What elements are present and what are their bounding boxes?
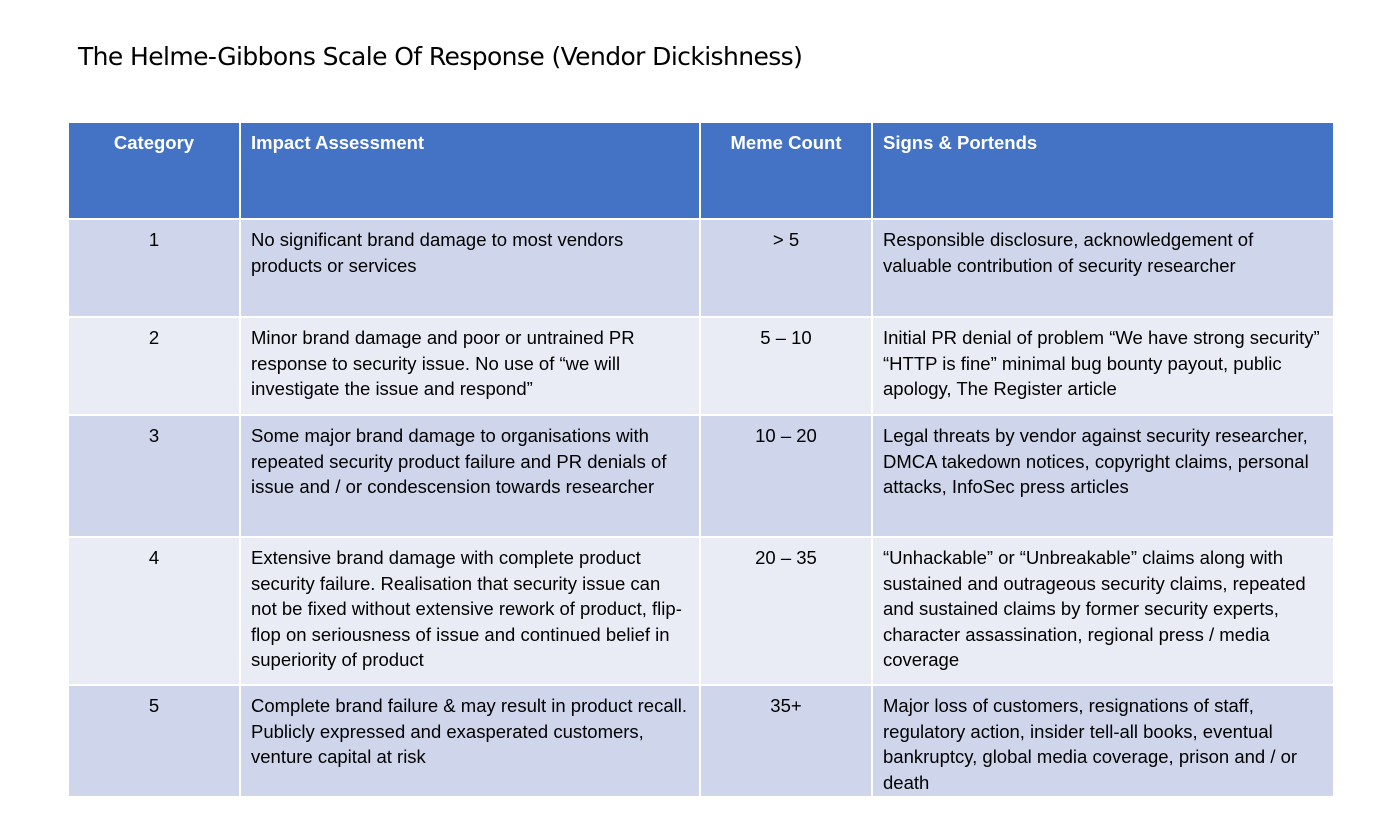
category-cell: 4 [67,536,241,686]
signs-cell: Responsible disclosure, acknowledgement … [871,218,1335,318]
signs-cell: Legal threats by vendor against security… [871,414,1335,538]
header-category: Category [67,121,241,220]
header-signs-portends: Signs & Portends [871,121,1335,220]
category-cell: 1 [67,218,241,318]
impact-cell: Minor brand damage and poor or untrained… [239,316,701,416]
header-meme-count: Meme Count [699,121,873,220]
response-scale-table: Category Impact Assessment Meme Count Si… [67,121,1335,798]
category-cell: 2 [67,316,241,416]
signs-cell: “Unhackable” or “Unbreakable” claims alo… [871,536,1335,686]
table-row: 5 Complete brand failure & may result in… [67,684,1335,798]
table-row: 3 Some major brand damage to organisatio… [67,414,1335,538]
meme-count-cell: 35+ [699,684,873,798]
table-row: 4 Extensive brand damage with complete p… [67,536,1335,686]
meme-count-cell: 10 – 20 [699,414,873,538]
impact-cell: Extensive brand damage with complete pro… [239,536,701,686]
meme-count-cell: 20 – 35 [699,536,873,686]
table-row: 1 No significant brand damage to most ve… [67,218,1335,318]
category-cell: 3 [67,414,241,538]
slide-title: The Helme-Gibbons Scale Of Response (Ven… [78,42,803,71]
impact-cell: Complete brand failure & may result in p… [239,684,701,798]
meme-count-cell: > 5 [699,218,873,318]
signs-cell: Initial PR denial of problem “We have st… [871,316,1335,416]
impact-cell: Some major brand damage to organisations… [239,414,701,538]
signs-cell: Major loss of customers, resignations of… [871,684,1335,798]
impact-cell: No significant brand damage to most vend… [239,218,701,318]
table-row: 2 Minor brand damage and poor or untrain… [67,316,1335,416]
table-header-row: Category Impact Assessment Meme Count Si… [67,121,1335,220]
meme-count-cell: 5 – 10 [699,316,873,416]
category-cell: 5 [67,684,241,798]
header-impact-assessment: Impact Assessment [239,121,701,220]
